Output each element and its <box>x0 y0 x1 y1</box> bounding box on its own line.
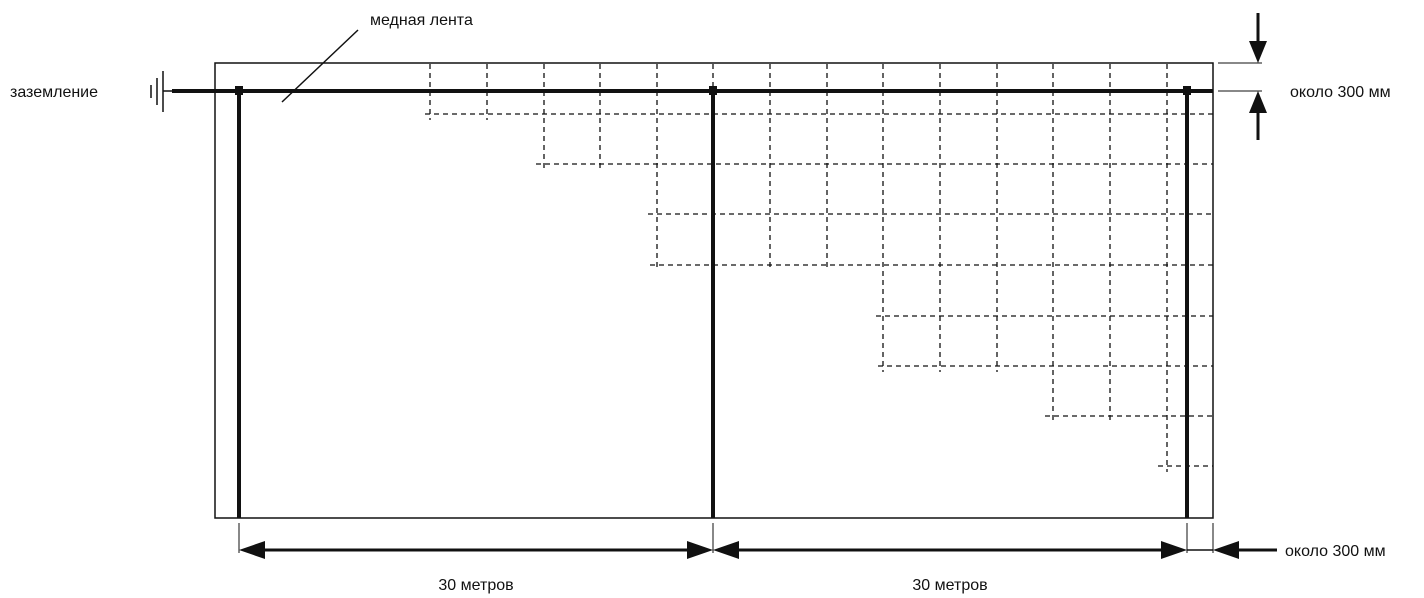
dimension-bottom-spans <box>238 523 1277 559</box>
span-right-label: 30 метров <box>912 577 987 594</box>
spacing-bottom-label: около 300 мм <box>1285 543 1386 560</box>
ground-symbol-icon <box>150 71 172 112</box>
grounding-label: заземление <box>10 84 98 101</box>
copper-tape-leader-line <box>281 29 359 103</box>
dashed-mesh-grid <box>425 64 1213 472</box>
junction-node-left <box>235 86 243 95</box>
junction-node-right <box>1183 86 1191 95</box>
span-left-label: 30 метров <box>438 577 513 594</box>
junction-node-middle <box>709 86 717 95</box>
copper-tape-label: медная лента <box>370 12 473 29</box>
spacing-top-label: около 300 мм <box>1290 84 1391 101</box>
dimension-top-spacing <box>1218 13 1267 140</box>
